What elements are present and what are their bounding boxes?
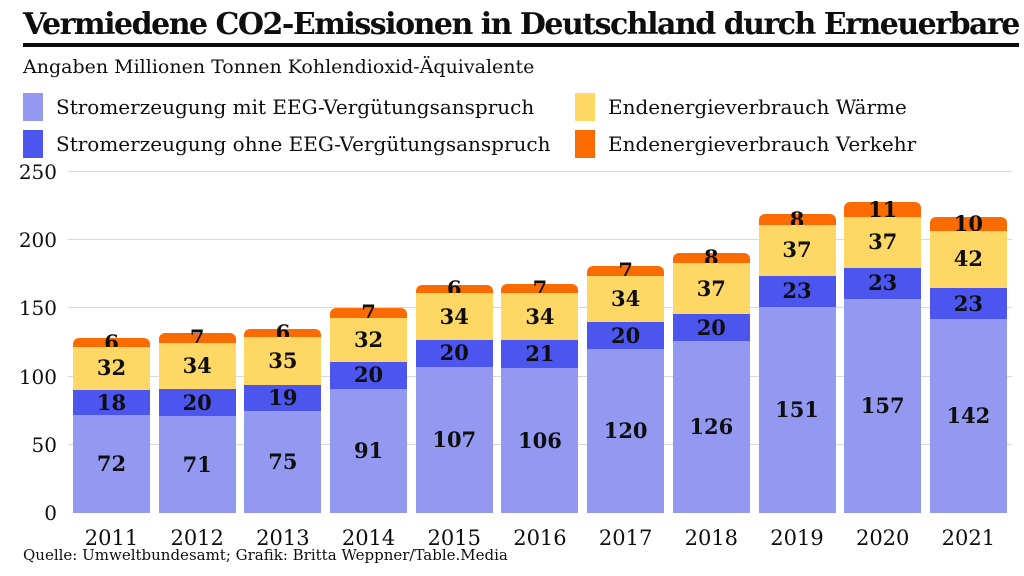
bar-segment: 10 [929, 213, 1007, 234]
bar-segment: 72 [73, 414, 150, 513]
plot-area: 72 18 32 6 2011 71 20 34 7 2012 75 19 35 6 2013 91 20 32 7… [68, 172, 1012, 550]
legend-swatch-icon [23, 129, 43, 158]
bar-segment: 37 [844, 217, 922, 268]
source-note: Quelle: Umweltbundesamt; Grafik: Britta … [23, 546, 508, 564]
bar-segment: 18 [73, 390, 150, 415]
bar-segment: 21 [501, 339, 579, 369]
bar-segment: 20 [672, 313, 750, 342]
bar-group-2016: 106 21 34 7 2016 [501, 278, 579, 550]
bar-segment: 23 [758, 275, 836, 308]
bar-segment: 37 [672, 263, 750, 314]
bar-segment: 8 [758, 209, 836, 230]
bar-group-2011: 72 18 32 6 2011 [73, 332, 150, 550]
bar-segment: 34 [158, 342, 236, 389]
legend-item: Stromerzeugung ohne EEG-Vergütungsanspru… [23, 129, 575, 158]
legend-item-label: Stromerzeugung mit EEG-Vergütungsanspruc… [56, 94, 535, 119]
bar-segment: 91 [330, 388, 408, 513]
x-tick-label: 2012 [170, 526, 224, 550]
x-tick-label: 2014 [341, 526, 396, 550]
y-tick-label: 250 [18, 160, 57, 184]
bar-segment: 32 [330, 317, 408, 362]
bar-segment: 6 [415, 278, 493, 299]
legend-item-label: Endenergieverbrauch Wärme [608, 94, 907, 119]
bar-segment: 34 [415, 293, 493, 340]
bar-group-2020: 157 23 37 11 2020 [844, 199, 922, 550]
bar-segment: 6 [73, 332, 150, 353]
bar-segment: 23 [844, 267, 922, 299]
bar-segment: 20 [415, 339, 493, 368]
bar-segment: 7 [587, 260, 665, 281]
gridline [68, 239, 1012, 241]
bar-segment: 11 [844, 199, 922, 220]
bar-segment: 20 [587, 322, 665, 350]
x-tick-label: 2015 [427, 526, 481, 550]
bar-segment: 7 [158, 327, 236, 348]
bar-segment: 142 [929, 319, 1007, 513]
legend: Stromerzeugung mit EEG-Vergütungsanspruc… [23, 88, 916, 162]
bar-segment: 6 [244, 322, 322, 343]
bar-segment: 32 [73, 346, 150, 391]
bar-group-2012: 71 20 34 7 2012 [158, 327, 236, 550]
legend-item: Stromerzeugung mit EEG-Vergütungsanspruc… [23, 92, 575, 121]
bar-group-2015: 107 20 34 6 2015 [415, 278, 493, 550]
bar-segment: 151 [758, 307, 836, 513]
y-tick-label: 200 [18, 228, 57, 253]
legend-swatch-icon [575, 92, 595, 121]
y-tick-label: 100 [18, 364, 57, 389]
bar-group-2013: 75 19 35 6 2013 [244, 322, 322, 550]
bar-segment: 20 [330, 361, 408, 389]
bar-group-2018: 126 20 37 8 2018 [672, 247, 750, 550]
bar-segment: 106 [501, 368, 579, 513]
bar-segment: 8 [672, 247, 750, 268]
chart-subtitle: Angaben Millionen Tonnen Kohlendioxid-Äq… [23, 56, 535, 78]
bar-segment: 71 [158, 416, 236, 513]
bar-segment: 34 [501, 293, 579, 340]
bar-segment: 120 [587, 349, 665, 513]
x-tick-label: 2018 [684, 526, 739, 550]
bar-segment: 126 [672, 341, 750, 513]
bar-segment: 75 [244, 410, 322, 513]
legend-swatch-icon [23, 92, 43, 121]
x-tick-label: 2020 [855, 526, 910, 550]
gridline [68, 171, 1012, 172]
bar-group-2014: 91 20 32 7 2014 [330, 302, 408, 550]
bar-segment: 23 [929, 287, 1007, 320]
legend-item-label: Endenergieverbrauch Verkehr [608, 131, 917, 156]
x-tick-label: 2017 [598, 526, 653, 550]
legend-item: Endenergieverbrauch Verkehr [575, 129, 917, 158]
bar-segment: 7 [501, 278, 579, 299]
bar-segment: 20 [158, 388, 236, 417]
x-tick-label: 2016 [513, 526, 567, 550]
bar-segment: 34 [587, 275, 665, 323]
legend-item: Endenergieverbrauch Wärme [575, 92, 916, 121]
bar-group-2017: 120 20 34 7 2017 [587, 260, 665, 550]
bar-segment: 19 [244, 384, 322, 411]
bar-segment: 37 [758, 225, 836, 276]
bar-group-2019: 151 23 37 8 2019 [758, 209, 836, 550]
x-tick-label: 2011 [84, 526, 139, 550]
y-tick-label: 50 [31, 432, 57, 457]
y-axis: 0 50 100 150 200 250 [0, 160, 57, 525]
y-tick-label: 150 [18, 296, 57, 321]
legend-swatch-icon [575, 129, 595, 158]
bar-group-2021: 142 23 42 10 2021 [929, 213, 1007, 550]
x-tick-label: 2013 [256, 526, 310, 550]
bar-segment: 107 [415, 367, 493, 513]
page-title: Vermiedene CO2-Emissionen in Deutschland… [23, 8, 1020, 47]
bar-segment: 42 [929, 230, 1007, 288]
legend-item-label: Stromerzeugung ohne EEG-Vergütungsanspru… [56, 131, 551, 156]
x-tick-label: 2019 [770, 526, 824, 550]
x-tick-label: 2021 [941, 526, 996, 550]
bar-segment: 157 [844, 298, 922, 513]
bar-segment: 7 [330, 302, 408, 323]
y-tick-label: 0 [44, 501, 57, 525]
bar-segment: 35 [244, 337, 322, 385]
